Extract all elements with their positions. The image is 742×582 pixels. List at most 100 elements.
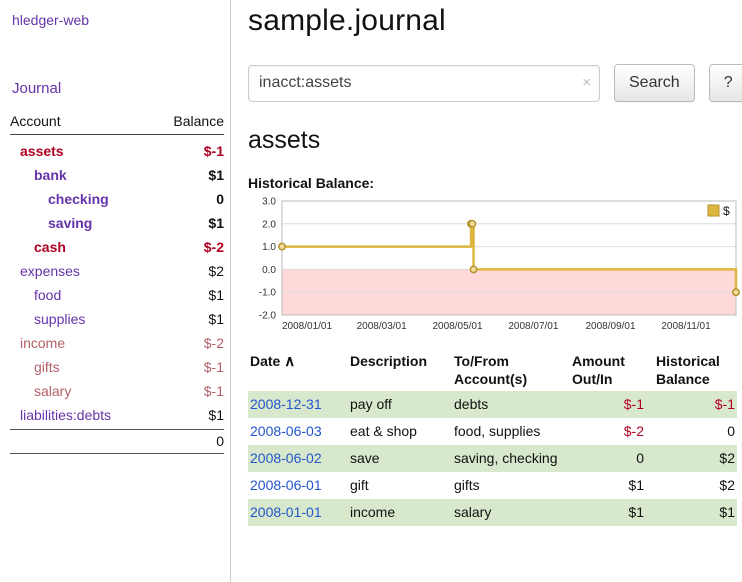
- txn-balance: $2: [719, 450, 735, 466]
- y-tick-label: 0.0: [262, 265, 276, 276]
- nav-journal-link[interactable]: Journal: [12, 80, 62, 97]
- account-link-assets[interactable]: assets: [20, 143, 64, 159]
- account-link-salary[interactable]: salary: [34, 383, 72, 399]
- txn-row: 2008-06-02 save saving, checking 0 $2: [248, 445, 737, 472]
- transactions-rows: 2008-12-31 pay off debts $-1 $-1 2008-06-03 ea…: [248, 391, 737, 526]
- txn-amount: $1: [628, 477, 644, 493]
- search-input[interactable]: [248, 64, 600, 102]
- account-balance-salary: $-1: [203, 383, 224, 399]
- x-tick-label: 2008/11/01: [661, 321, 711, 332]
- col-date-label: Date: [250, 353, 281, 369]
- account-balance-liabilities-debts: $1: [208, 407, 224, 423]
- col-accounts: To/From Account(s): [448, 349, 566, 391]
- txn-row: 2008-01-01 income salary $1 $1: [248, 499, 737, 526]
- account-link-checking[interactable]: checking: [48, 191, 109, 207]
- col-amount-label-1: Amount: [572, 353, 625, 369]
- txn-accounts: debts: [454, 396, 489, 412]
- account-balance-saving: $1: [208, 215, 224, 231]
- historical-balance-chart: 3.0 2.0 1.0 0.0 -1.0 -2.0 2008/01/01 2008/03/01…: [259, 197, 740, 332]
- account-link-saving[interactable]: saving: [48, 215, 93, 231]
- txn-description: pay off: [350, 396, 392, 412]
- chart-title: Historical Balance:: [248, 175, 375, 191]
- legend-label: $: [723, 204, 730, 218]
- col-balance-label-1: Historical: [656, 353, 720, 369]
- txn-balance: $2: [719, 477, 735, 493]
- account-balance-checking: 0: [216, 191, 224, 207]
- txn-accounts: saving, checking: [454, 450, 558, 466]
- account-row-salary: salary $-1: [10, 379, 224, 403]
- col-description-label: Description: [350, 353, 428, 369]
- account-link-gifts[interactable]: gifts: [34, 359, 60, 375]
- y-tick-label: 1.0: [262, 242, 276, 253]
- account-row-cash: cash $-2: [10, 235, 224, 259]
- page-title: sample.journal: [248, 4, 446, 37]
- account-heading: assets: [248, 126, 321, 154]
- txn-amount: $-1: [623, 396, 644, 412]
- txn-date-cell: 2008-06-02: [248, 445, 344, 472]
- account-link-expenses[interactable]: expenses: [20, 263, 80, 279]
- accounts-total-row: 0: [10, 429, 224, 454]
- account-balance-cash: $-2: [203, 239, 224, 255]
- account-row-bank: bank $1: [10, 163, 224, 187]
- col-accounts-label-1: To/From: [454, 353, 509, 369]
- y-tick-label: 2.0: [262, 219, 276, 230]
- x-tick-label: 2008/01/01: [282, 321, 332, 332]
- account-link-liabilities-debts[interactable]: liabilities:debts: [20, 407, 112, 423]
- txn-date-link[interactable]: 2008-06-01: [250, 477, 322, 493]
- txn-amount: $1: [628, 504, 644, 520]
- account-row-liabilities-debts: liabilities:debts $1: [10, 403, 224, 427]
- search-button[interactable]: Search: [614, 64, 695, 102]
- accounts-total-value: 0: [216, 433, 224, 449]
- account-row-food: food $1: [10, 283, 224, 307]
- txn-row: 2008-12-31 pay off debts $-1 $-1: [248, 391, 737, 418]
- txn-amount: 0: [636, 450, 644, 466]
- account-balance-supplies: $1: [208, 311, 224, 327]
- main-content: sample.journal × Search ? assets Histori…: [231, 0, 742, 582]
- txn-date-cell: 2008-06-01: [248, 472, 344, 499]
- account-link-food[interactable]: food: [34, 287, 62, 303]
- col-date[interactable]: Date ∧: [248, 349, 344, 391]
- account-row-gifts: gifts $-1: [10, 355, 224, 379]
- account-row-income: income $-2: [10, 331, 224, 355]
- txn-date-link[interactable]: 2008-06-02: [250, 450, 322, 466]
- txn-date-link[interactable]: 2008-06-03: [250, 423, 322, 439]
- col-accounts-label-2: Account(s): [454, 371, 528, 387]
- account-balance-income: $-2: [203, 335, 224, 351]
- account-row-checking: checking 0: [10, 187, 224, 211]
- data-point-marker: [469, 265, 478, 274]
- clear-search-icon[interactable]: ×: [582, 73, 591, 91]
- account-balance-expenses: $2: [208, 263, 224, 279]
- account-balance-bank: $1: [208, 167, 224, 183]
- x-tick-label: 2008/05/01: [433, 321, 483, 332]
- account-link-bank[interactable]: bank: [34, 167, 67, 183]
- txn-date-link[interactable]: 2008-01-01: [250, 504, 322, 520]
- y-tick-label: 3.0: [262, 197, 276, 208]
- account-balance-gifts: $-1: [203, 359, 224, 375]
- x-tick-label: 2008/07/01: [508, 321, 558, 332]
- col-amount: Amount Out/In: [566, 349, 650, 391]
- txn-date-link[interactable]: 2008-12-31: [250, 396, 322, 412]
- account-link-supplies[interactable]: supplies: [34, 311, 86, 327]
- accounts-table-header: Account Balance: [10, 113, 224, 135]
- y-tick-label: -2.0: [259, 311, 277, 322]
- search-box: ×: [248, 64, 600, 102]
- txn-date-cell: 2008-06-03: [248, 418, 344, 445]
- legend-swatch-icon: [707, 204, 720, 217]
- account-link-income[interactable]: income: [20, 335, 66, 351]
- account-link-cash[interactable]: cash: [34, 239, 66, 255]
- col-balance-label-2: Balance: [656, 371, 710, 387]
- help-button[interactable]: ?: [708, 64, 742, 102]
- account-row-saving: saving $1: [10, 211, 224, 235]
- app-title-link[interactable]: hledger-web: [12, 12, 90, 28]
- account-balance-food: $1: [208, 287, 224, 303]
- col-amount-label-2: Out/In: [572, 371, 613, 387]
- txn-row: 2008-06-03 eat & shop food, supplies $-2 0: [248, 418, 737, 445]
- txn-balance: 0: [727, 423, 735, 439]
- txn-accounts: salary: [454, 504, 492, 520]
- transactions-table: Date ∧ Description To/From Account(s) Am…: [248, 349, 737, 526]
- txn-accounts: food, supplies: [454, 423, 541, 439]
- sort-asc-icon: ∧: [284, 353, 296, 370]
- data-point-marker: [468, 219, 477, 228]
- accounts-header-balance: Balance: [173, 113, 224, 129]
